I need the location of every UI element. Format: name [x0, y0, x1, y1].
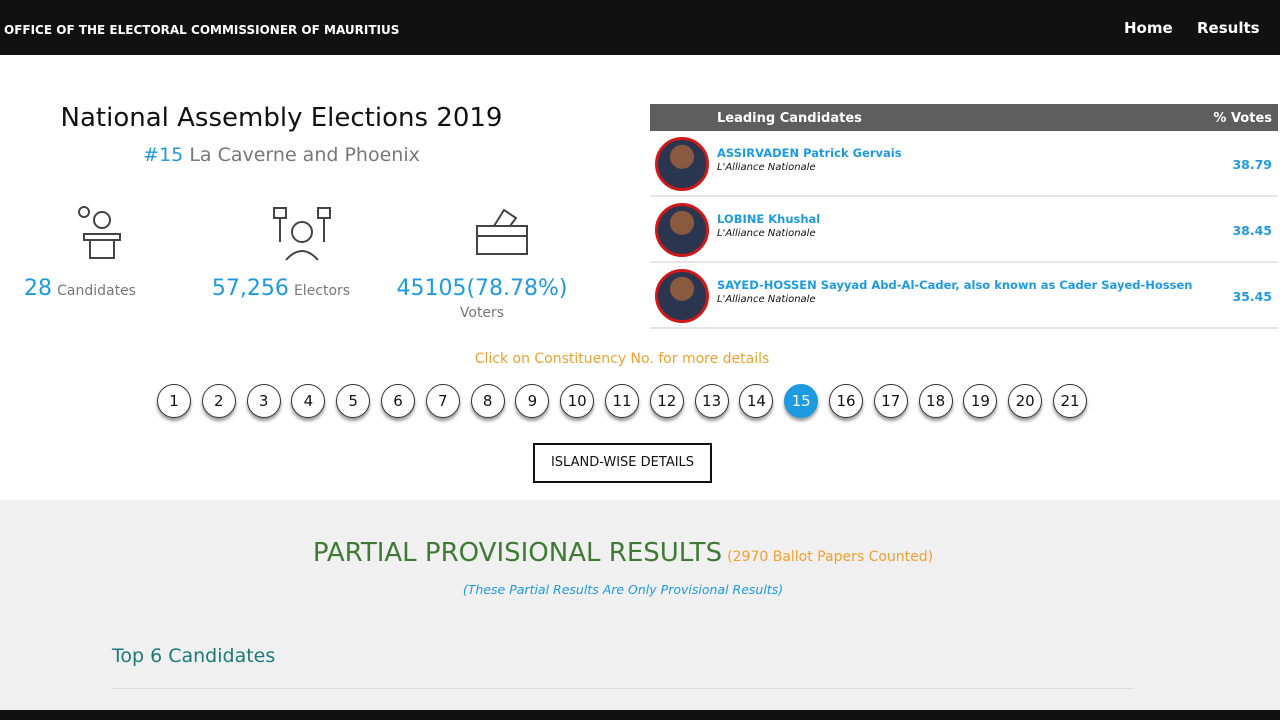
candidate-name[interactable]: SAYED-HOSSEN Sayyad Abd-Al-Cader, also k… [717, 278, 1193, 292]
taskbar [0, 710, 1280, 720]
constituency-no: #15 [143, 144, 184, 166]
results-title: PARTIAL PROVISIONAL RESULTS (2970 Ballot… [0, 538, 1246, 568]
constituency-name: La Caverne and Phoenix [189, 144, 420, 166]
candidate-photo [655, 269, 709, 323]
constituency-button[interactable]: 18 [918, 384, 953, 418]
leading-table: Leading Candidates % Votes ASSIRVADEN Pa… [650, 104, 1278, 329]
constituency-button[interactable]: 1 [157, 384, 191, 418]
constituency-button[interactable]: 13 [694, 384, 729, 418]
table-body: ASSIRVADEN Patrick Gervais L'Alliance Nat… [650, 131, 1278, 329]
candidate-name[interactable]: LOBINE Khushal [717, 212, 821, 226]
nav-link[interactable]: Home [1124, 19, 1173, 37]
stat: 57,256 Electors [181, 276, 381, 301]
nav-link[interactable]: Results [1197, 19, 1260, 37]
candidate-party: L'Alliance Nationale [717, 228, 816, 239]
brand[interactable]: OFFICE OF THE ELECTORAL COMMISSIONER OF … [4, 23, 400, 37]
stat-label: Voters [459, 305, 505, 321]
candidate-photo [655, 203, 709, 257]
constituency-button[interactable]: 12 [649, 384, 684, 418]
table-header: Leading Candidates % Votes [650, 104, 1278, 131]
candidate-photo [655, 137, 709, 191]
constituency-button[interactable]: 14 [739, 384, 774, 418]
candidates-icon [78, 206, 121, 259]
navbar: OFFICE OF THE ELECTORAL COMMISSIONER OF … [0, 0, 1280, 55]
constituency-button[interactable]: 6 [381, 384, 415, 418]
header-cell: % Votes [1213, 111, 1272, 126]
constituency-button[interactable]: 17 [873, 384, 908, 418]
results-section [0, 500, 1280, 710]
constituency-button[interactable]: 4 [291, 384, 326, 418]
voters-icon [476, 208, 528, 255]
constituency-button[interactable]: 2 [201, 384, 236, 418]
stat: 28 Candidates [0, 276, 180, 301]
candidate-row: ASSIRVADEN Patrick Gervais L'Alliance Nat… [650, 131, 1278, 197]
constituency-button[interactable]: 21 [1053, 384, 1087, 418]
constituency-button[interactable]: 5 [336, 384, 371, 418]
constituency-button[interactable]: 15 [784, 384, 819, 418]
candidate-party: L'Alliance Nationale [717, 162, 816, 173]
prompt: Click on Constituency No. for more detai… [474, 351, 770, 367]
candidate-party: L'Alliance Nationale [717, 294, 816, 305]
vote-percent: 35.45 [1232, 289, 1272, 304]
stat-label: Candidates [57, 283, 136, 299]
electors-icon [273, 207, 331, 261]
vote-percent: 38.45 [1232, 223, 1272, 238]
divider [112, 688, 1134, 689]
constituency-button[interactable]: 19 [963, 384, 998, 418]
results-heading: PARTIAL PROVISIONAL RESULTS [312, 538, 723, 568]
top-heading: Top 6 Candidates [112, 645, 276, 667]
header-cell: Leading Candidates [717, 111, 862, 126]
constituency-button[interactable]: 7 [425, 384, 460, 418]
title: National Assembly Elections 2019 [60, 103, 503, 133]
candidate-name[interactable]: ASSIRVADEN Patrick Gervais [717, 146, 902, 160]
subtitle: #15 La Caverne and Phoenix [0, 144, 563, 166]
candidate-row: LOBINE Khushal L'Alliance Nationale 38.45 [650, 197, 1278, 263]
constituency-button[interactable]: 9 [515, 384, 550, 418]
results-note: (These Partial Results Are Only Provisio… [462, 582, 784, 597]
constituency-button[interactable]: 10 [560, 384, 595, 418]
constituency-button[interactable]: 8 [470, 384, 505, 418]
constituency-button[interactable]: 16 [829, 384, 863, 418]
constituency-button[interactable]: 20 [1008, 384, 1043, 418]
stat-value: 28 [24, 276, 53, 301]
constituency-button[interactable]: 3 [246, 384, 281, 418]
ballots-counted: (2970 Ballot Papers Counted) [727, 549, 934, 565]
stat: 45105(78.78%) Voters [382, 276, 582, 321]
constituency-button[interactable]: 11 [605, 384, 639, 418]
island-button[interactable]: ISLAND-WISE DETAILS [533, 443, 712, 483]
vote-percent: 38.79 [1232, 157, 1272, 172]
stat-value: 45105(78.78%) [396, 276, 568, 301]
stat-value: 57,256 [211, 276, 289, 301]
stat-label: Electors [293, 283, 351, 299]
candidate-row: SAYED-HOSSEN Sayyad Abd-Al-Cader, also k… [650, 263, 1278, 329]
